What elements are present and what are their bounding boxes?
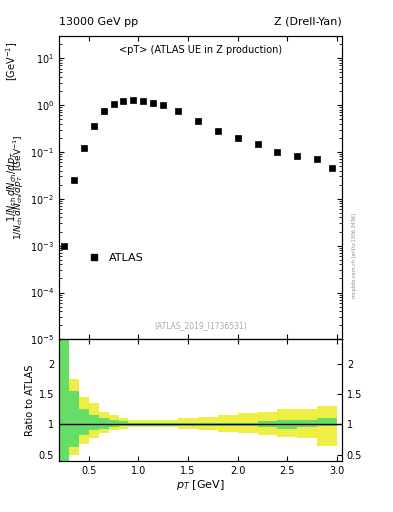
Y-axis label: $1/N_\mathrm{ch}\,dN_\mathrm{ch}/dp_T$  [GeV$^{-1}$]: $1/N_\mathrm{ch}\,dN_\mathrm{ch}/dp_T$ […	[11, 135, 26, 241]
X-axis label: $p_T$ [GeV]: $p_T$ [GeV]	[176, 478, 225, 493]
Y-axis label: Ratio to ATLAS: Ratio to ATLAS	[24, 365, 35, 436]
Text: $1/N_\mathrm{ch}\,dN_\mathrm{ch}/dp_T$: $1/N_\mathrm{ch}\,dN_\mathrm{ch}/dp_T$	[5, 152, 19, 222]
Text: [GeV$^{-1}$]: [GeV$^{-1}$]	[4, 41, 20, 80]
Text: Z (Drell-Yan): Z (Drell-Yan)	[274, 17, 342, 27]
Text: (ATLAS_2019_I1736531): (ATLAS_2019_I1736531)	[154, 321, 247, 330]
Text: 13000 GeV pp: 13000 GeV pp	[59, 17, 138, 27]
Legend: ATLAS: ATLAS	[79, 248, 148, 267]
Text: mcplots.cern.ch [arXiv:1306.3436]: mcplots.cern.ch [arXiv:1306.3436]	[352, 214, 357, 298]
Text: <pT> (ATLAS UE in Z production): <pT> (ATLAS UE in Z production)	[119, 45, 282, 55]
